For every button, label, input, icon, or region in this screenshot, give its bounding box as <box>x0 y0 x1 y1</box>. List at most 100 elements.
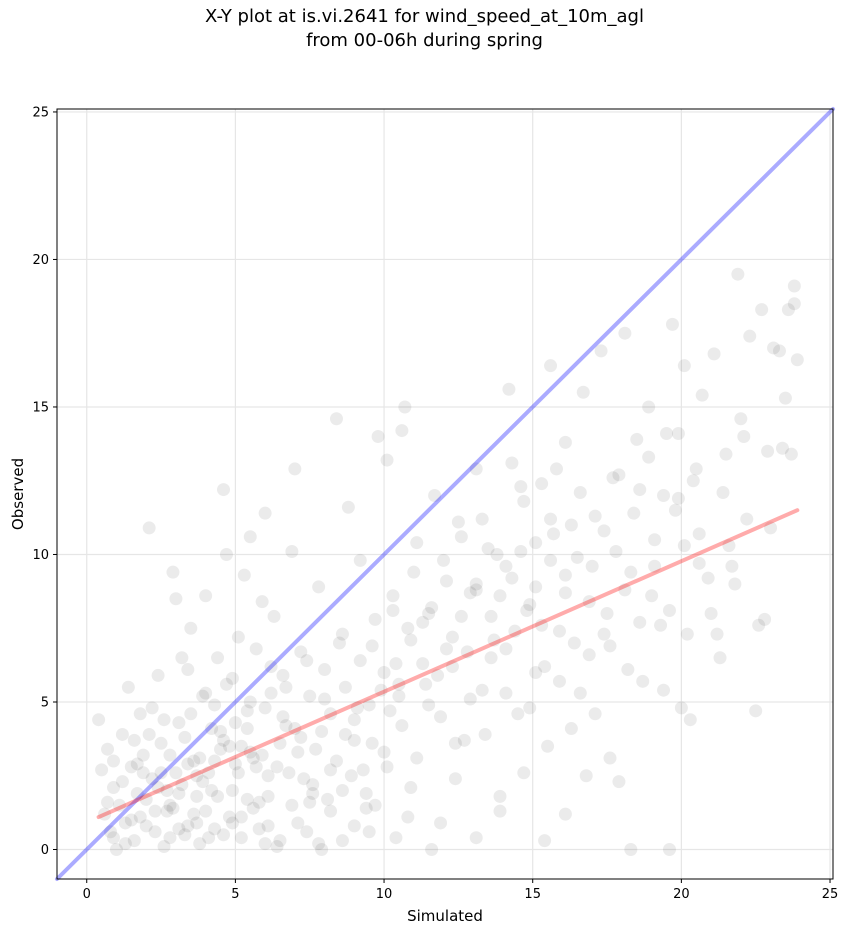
data-point <box>508 624 522 638</box>
data-point <box>558 568 572 582</box>
data-point <box>564 518 578 532</box>
data-point <box>291 816 305 830</box>
data-point <box>276 710 290 724</box>
data-point <box>332 636 346 650</box>
data-point <box>261 819 275 833</box>
data-point <box>338 680 352 694</box>
data-point <box>377 745 391 759</box>
data-point <box>573 686 587 700</box>
data-point <box>184 621 198 635</box>
data-point <box>633 483 647 497</box>
grid <box>57 109 833 879</box>
data-point <box>181 663 195 677</box>
data-point <box>395 424 409 438</box>
data-point <box>505 571 519 585</box>
data-point <box>222 739 236 753</box>
data-point <box>775 441 789 455</box>
data-point <box>98 807 112 821</box>
data-point <box>654 618 668 632</box>
data-point <box>148 825 162 839</box>
data-point <box>246 751 260 765</box>
data-point <box>772 344 786 358</box>
data-point <box>597 627 611 641</box>
data-point <box>683 713 697 727</box>
data-point <box>338 727 352 741</box>
data-point <box>695 388 709 402</box>
data-point <box>240 704 254 718</box>
data-point <box>285 545 299 559</box>
data-point <box>535 477 549 491</box>
data-point <box>437 553 451 567</box>
data-point <box>214 742 228 756</box>
data-point <box>199 804 213 818</box>
data-point <box>677 359 691 373</box>
data-point <box>258 701 272 715</box>
data-point <box>306 786 320 800</box>
data-point <box>243 695 257 709</box>
data-point <box>145 772 159 786</box>
data-point <box>136 748 150 762</box>
data-point <box>419 677 433 691</box>
data-point <box>240 792 254 806</box>
data-point <box>193 837 207 851</box>
data-point <box>303 689 317 703</box>
data-point <box>668 503 682 517</box>
data-point <box>219 547 233 561</box>
x-axis-label: Simulated <box>407 907 483 925</box>
data-point <box>752 618 766 632</box>
data-point <box>282 766 296 780</box>
data-point <box>172 822 186 836</box>
data-point <box>264 660 278 674</box>
data-point <box>362 825 376 839</box>
chart-title-line-1: X-Y plot at is.vi.2641 for wind_speed_at… <box>205 6 644 27</box>
data-point <box>392 689 406 703</box>
data-point <box>469 583 483 597</box>
data-point <box>425 601 439 615</box>
data-point <box>166 801 180 815</box>
data-point <box>175 651 189 665</box>
data-point <box>142 521 156 535</box>
data-point <box>493 789 507 803</box>
data-point <box>225 671 239 685</box>
data-point <box>374 683 388 697</box>
x-tick-label: 10 <box>376 887 393 902</box>
data-point <box>389 831 403 845</box>
data-point <box>243 745 257 759</box>
data-point <box>312 580 326 594</box>
data-point <box>101 742 115 756</box>
data-point <box>401 810 415 824</box>
data-point <box>199 686 213 700</box>
data-point <box>205 783 219 797</box>
data-point <box>124 813 138 827</box>
data-point <box>359 786 373 800</box>
data-point <box>517 494 531 508</box>
data-point <box>270 840 284 854</box>
data-point <box>657 683 671 697</box>
data-point <box>606 471 620 485</box>
data-point <box>778 391 792 405</box>
data-point <box>758 612 772 626</box>
data-point <box>264 686 278 700</box>
data-point <box>547 527 561 541</box>
data-point <box>624 565 638 579</box>
fit-line <box>96 508 800 820</box>
data-point <box>549 462 563 476</box>
data-point <box>133 707 147 721</box>
data-point <box>172 786 186 800</box>
data-point <box>240 722 254 736</box>
axis-ticks: 0 5 10 15 20 25 0 5 10 15 20 25 <box>32 105 838 902</box>
data-point <box>261 769 275 783</box>
data-point <box>463 586 477 600</box>
data-point <box>484 651 498 665</box>
data-point <box>686 474 700 488</box>
data-point <box>410 751 424 765</box>
data-point <box>228 716 242 730</box>
data-point <box>487 633 501 647</box>
data-point <box>389 657 403 671</box>
data-point <box>151 781 165 795</box>
data-point <box>222 810 236 824</box>
data-point <box>404 633 418 647</box>
data-point <box>416 615 430 629</box>
data-point <box>677 539 691 553</box>
data-point <box>680 627 694 641</box>
